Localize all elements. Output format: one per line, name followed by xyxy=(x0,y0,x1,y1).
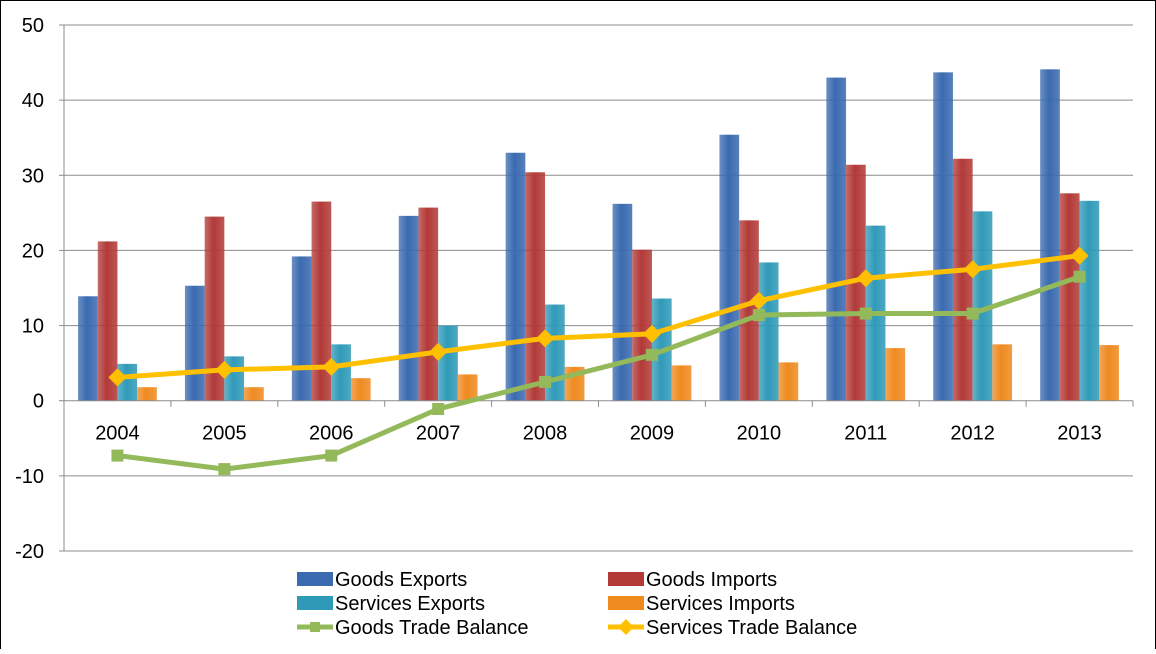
marker-goods-trade-balance xyxy=(218,463,231,476)
legend-swatch-goods-imports xyxy=(608,572,644,586)
bar-goods-exports xyxy=(78,296,98,401)
marker-services-trade-balance xyxy=(963,260,982,279)
marker-goods-trade-balance xyxy=(539,375,552,388)
legend-label-goods-exports: Goods Exports xyxy=(335,569,467,591)
line-goods-trade-balance xyxy=(117,274,1081,472)
bar-goods-exports xyxy=(933,72,953,401)
marker-services-trade-balance xyxy=(322,357,341,376)
marker-services-trade-balance xyxy=(108,368,127,387)
y-tick-label: -10 xyxy=(15,466,44,488)
marker-services-trade-balance xyxy=(749,291,768,310)
x-tick-label: 2013 xyxy=(1057,423,1102,445)
marker-goods-trade-balance xyxy=(432,402,445,415)
legend: Goods Exports Goods Imports Services Expor… xyxy=(297,569,857,639)
bar-services-imports xyxy=(1099,345,1119,401)
bar-goods-imports xyxy=(525,172,546,401)
y-tick-label: 40 xyxy=(22,90,44,112)
bar-services-exports xyxy=(1079,200,1100,401)
marker-goods-trade-balance xyxy=(859,307,872,320)
legend-label-services-exports: Services Exports xyxy=(335,593,485,615)
bar-goods-imports xyxy=(1059,193,1080,401)
marker-services-trade-balance xyxy=(856,269,875,288)
marker-goods-trade-balance xyxy=(111,449,124,462)
legend-swatch-services-exports xyxy=(297,596,333,610)
bar-services-imports xyxy=(350,378,371,401)
bar-services-exports xyxy=(758,262,779,401)
legend-marker-services-trade-balance xyxy=(618,619,634,635)
bar-goods-exports xyxy=(505,152,526,401)
bar-goods-imports xyxy=(739,220,759,401)
marker-services-trade-balance xyxy=(642,324,661,343)
marker-services-trade-balance xyxy=(215,360,234,379)
x-tick-label: 2010 xyxy=(737,423,782,445)
bar-goods-imports xyxy=(418,207,439,401)
marker-services-trade-balance xyxy=(429,342,448,361)
x-tick-label: 2004 xyxy=(95,423,140,445)
y-tick-label: 0 xyxy=(33,391,44,413)
bar-services-imports xyxy=(457,374,478,401)
bars xyxy=(78,69,1119,401)
bar-services-exports xyxy=(224,356,245,401)
bar-goods-exports xyxy=(719,134,740,401)
y-tick-label: 50 xyxy=(22,15,44,37)
bar-goods-exports xyxy=(612,203,633,401)
trend-lines xyxy=(108,246,1089,476)
marker-goods-trade-balance xyxy=(645,348,658,361)
bar-goods-imports xyxy=(632,249,652,401)
legend-label-goods-trade-balance: Goods Trade Balance xyxy=(335,617,528,639)
x-tick-label: 2007 xyxy=(416,423,461,445)
bar-services-exports xyxy=(438,325,458,401)
bar-goods-imports xyxy=(97,241,118,401)
marker-goods-trade-balance xyxy=(325,449,338,462)
legend-label-services-trade-balance: Services Trade Balance xyxy=(646,617,857,639)
bar-services-exports xyxy=(117,363,138,401)
bar-goods-exports xyxy=(398,215,419,401)
bar-goods-imports xyxy=(311,201,332,401)
axes: -20 -10 0 10 20 30 40 50 2004 2005 2006 2007 2008 200… xyxy=(15,15,1134,563)
legend-swatch-services-imports xyxy=(608,596,644,610)
marker-services-trade-balance xyxy=(536,329,555,348)
y-tick-label: 30 xyxy=(22,165,44,187)
line-services-trade-balance xyxy=(117,253,1080,380)
marker-goods-trade-balance xyxy=(966,307,979,320)
x-tick-label: 2012 xyxy=(950,423,995,445)
bar-goods-imports xyxy=(204,216,225,401)
y-tick-label: 10 xyxy=(22,316,44,338)
x-tick-label: 2011 xyxy=(844,423,887,445)
bar-goods-imports xyxy=(952,158,973,401)
bar-services-imports xyxy=(778,362,799,401)
legend-label-goods-imports: Goods Imports xyxy=(646,569,777,591)
bar-services-imports xyxy=(137,387,157,401)
legend-label-services-imports: Services Imports xyxy=(646,593,795,615)
marker-services-trade-balance xyxy=(1070,246,1089,265)
y-tick-label: -20 xyxy=(15,541,44,563)
legend-swatch-goods-exports xyxy=(297,572,333,586)
bar-services-imports xyxy=(244,387,264,401)
y-tick-label: 20 xyxy=(22,240,44,262)
bar-services-imports xyxy=(885,348,906,401)
bar-goods-exports xyxy=(184,285,205,401)
x-tick-label: 2006 xyxy=(309,423,354,445)
x-tick-label: 2008 xyxy=(523,423,568,445)
bar-goods-exports xyxy=(291,256,312,401)
bar-services-exports xyxy=(972,211,993,401)
bar-services-imports xyxy=(671,365,692,401)
bar-services-exports xyxy=(331,344,351,401)
legend-marker-goods-trade-balance xyxy=(310,622,320,632)
bar-goods-exports xyxy=(1040,69,1060,401)
x-tick-label: 2009 xyxy=(630,423,675,445)
bar-services-imports xyxy=(992,344,1013,401)
bar-goods-exports xyxy=(826,77,847,401)
x-tick-label: 2005 xyxy=(202,423,247,445)
marker-goods-trade-balance xyxy=(752,309,765,322)
marker-goods-trade-balance xyxy=(1073,270,1086,283)
